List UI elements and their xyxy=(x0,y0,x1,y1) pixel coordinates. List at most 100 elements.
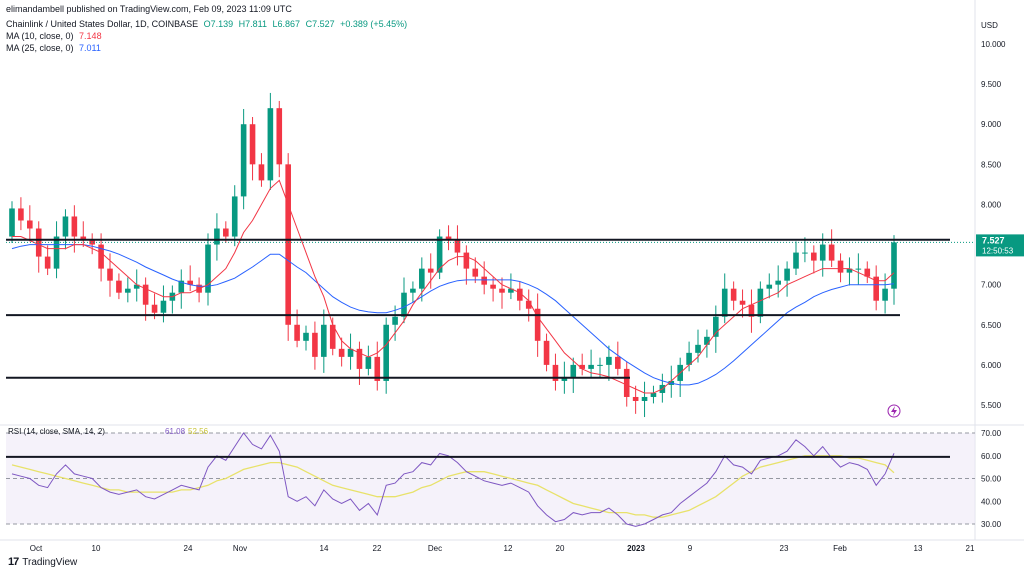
candle-body xyxy=(525,300,532,309)
time-tick-label: 12 xyxy=(504,544,513,553)
candle-body xyxy=(125,288,131,293)
candle-body xyxy=(534,308,541,341)
candle-body xyxy=(436,236,443,273)
candle-body xyxy=(802,252,808,254)
price-tick-label: 5.500 xyxy=(981,401,1002,410)
candle-body xyxy=(855,268,862,270)
ma25-legend: MA (25, close, 0) 7.011 xyxy=(6,43,104,53)
ma25-value: 7.011 xyxy=(79,43,101,53)
candle-body xyxy=(757,288,764,317)
change-value: +0.389 (+5.45%) xyxy=(340,19,408,29)
candle-body xyxy=(44,256,51,269)
time-tick-label: 24 xyxy=(184,544,193,553)
candle-body xyxy=(419,268,425,289)
ma10-label: MA (10, close, 0) xyxy=(6,31,74,41)
candle-body xyxy=(383,324,389,381)
candle-body xyxy=(365,356,372,369)
candle-body xyxy=(739,300,746,305)
candle-body xyxy=(258,164,265,181)
price-tick-label: 10.000 xyxy=(981,40,1006,49)
candle-body xyxy=(463,252,470,269)
rsi-tick-label: 50.00 xyxy=(981,475,1002,484)
low-value: L6.867 xyxy=(272,19,301,29)
candle-body xyxy=(748,304,755,317)
price-tick-label: 6.500 xyxy=(981,321,1002,330)
candle-body xyxy=(508,288,514,293)
price-axis-unit: USD xyxy=(981,21,998,30)
candle-body xyxy=(811,252,817,261)
candle-body xyxy=(347,348,354,357)
time-tick-label: 9 xyxy=(688,544,693,553)
price-tick-label: 9.000 xyxy=(981,120,1002,129)
price-tick-label: 8.000 xyxy=(981,200,1002,209)
candle-body xyxy=(267,108,274,181)
price-tick-label: 7.000 xyxy=(981,281,1002,290)
candle-body xyxy=(338,348,345,357)
time-tick-label: 13 xyxy=(914,544,923,553)
candle-body xyxy=(819,244,826,261)
candle-body xyxy=(766,284,773,289)
symbol-title: Chainlink / United States Dollar, 1D, CO… xyxy=(6,19,199,29)
candle-body xyxy=(891,242,897,289)
candle-body xyxy=(454,240,461,253)
time-tick-label: 23 xyxy=(780,544,789,553)
candle-body xyxy=(205,244,211,293)
candle-body xyxy=(80,236,87,241)
candle-body xyxy=(223,228,229,237)
candle-body xyxy=(615,356,621,369)
candle-body xyxy=(623,368,630,397)
rsi-tick-label: 70.00 xyxy=(981,429,1002,438)
ma10-value: 7.148 xyxy=(79,31,102,41)
candle-body xyxy=(499,288,505,293)
candle-body xyxy=(249,124,256,165)
price-tick-label: 6.000 xyxy=(981,361,1002,370)
candle-body xyxy=(579,364,585,369)
ma25-label: MA (25, close, 0) xyxy=(6,43,74,53)
rsi-value: 61.08 xyxy=(165,427,186,436)
rsi-line xyxy=(11,432,895,527)
candle-body xyxy=(606,356,612,365)
publisher-line: elimandambell published on TradingView.c… xyxy=(6,4,292,14)
candle-body xyxy=(517,288,523,301)
rsi-title: RSI (14, close, SMA, 14, 2) xyxy=(8,427,105,436)
candle-body xyxy=(561,376,568,381)
candle-body xyxy=(490,284,496,289)
candle-body xyxy=(481,276,487,285)
candle-body xyxy=(35,228,42,257)
time-tick-label: Nov xyxy=(233,544,247,553)
time-tick-label: 10 xyxy=(92,544,101,553)
candle-body xyxy=(828,244,835,261)
candle-body xyxy=(89,240,95,245)
candle-body xyxy=(151,304,158,313)
candle-body xyxy=(784,268,790,281)
countdown-label: 12:50:53 xyxy=(982,246,1014,255)
rsi-ma-line xyxy=(11,455,895,518)
candle-body xyxy=(543,340,550,365)
tradingview-logo-icon: 17 xyxy=(8,556,19,568)
candle-body xyxy=(214,228,220,245)
footer-brand[interactable]: 17 TradingView xyxy=(8,556,77,568)
candle-body xyxy=(107,268,113,281)
candle-body xyxy=(27,220,33,229)
candle-body xyxy=(793,252,799,269)
candle-body xyxy=(321,324,327,357)
time-tick-label: Feb xyxy=(833,544,847,553)
candle-body xyxy=(374,356,381,381)
candle-body xyxy=(588,364,594,369)
candle-body xyxy=(846,268,853,273)
candle-body xyxy=(721,288,728,317)
candle-body xyxy=(133,284,140,289)
candle-body xyxy=(356,348,363,369)
candle-body xyxy=(178,280,185,293)
candle-body xyxy=(873,276,879,301)
candle-body xyxy=(730,288,737,301)
rsi-tick-label: 30.00 xyxy=(981,520,1002,529)
candle-body xyxy=(427,268,434,273)
candle-body xyxy=(142,284,149,305)
candle-body xyxy=(882,288,888,301)
candle-body xyxy=(695,344,701,353)
candle-body xyxy=(187,280,193,285)
candle-body xyxy=(713,316,719,337)
high-value: H7.811 xyxy=(238,19,268,29)
